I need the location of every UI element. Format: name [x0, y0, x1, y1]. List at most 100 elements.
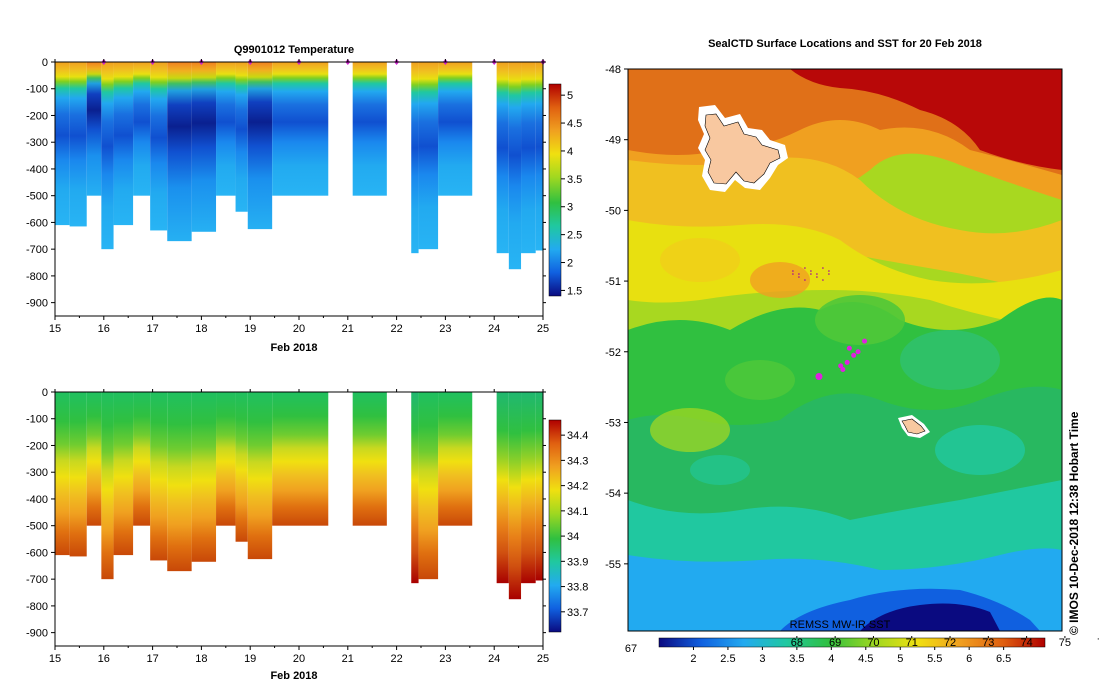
p1-xtick-label-0: 15	[49, 323, 61, 335]
p2-cbtick-label-4: 34.1	[567, 506, 588, 518]
p1-cbtick-label-4: 3.5	[567, 174, 582, 186]
temperature-y-axis: 0 -100 -200 -300 -400 -500 -600 -700 -800 -900	[26, 57, 546, 310]
map-ytick-label-1: -49	[605, 135, 621, 147]
sst-cbtick-f-label-7: 75	[1059, 637, 1071, 649]
p1-profile-6	[150, 62, 168, 231]
seal-track-dot	[798, 273, 800, 275]
sst-cbtick-c-label-0: 2	[690, 653, 696, 665]
sst-cbtick-f-label-8: 76	[1097, 637, 1099, 649]
p1-ytick-label-8: -800	[26, 271, 48, 283]
p2-xtick-label-7: 22	[390, 653, 402, 665]
p1-profile-12	[272, 62, 329, 196]
p2-profile-14	[411, 392, 419, 584]
sst-source-note: REMSS MW-IR SST	[790, 619, 891, 631]
sst-colorbar-ticks: 2 2.5 3 3.5 4 4.5 5 5.5 6 6.5 68 69 70 71 72 73 74 75 76	[690, 636, 1099, 665]
p1-profile-4	[113, 62, 134, 226]
p1-xtick-label-3: 18	[195, 323, 207, 335]
seal-location-2	[844, 359, 850, 365]
p2-xtick-label-3: 18	[195, 653, 207, 665]
salinity-y-axis: 0 -100 -200 -300 -400 -500 -600 -700 -800 -900	[26, 387, 546, 640]
seal-track-dot	[816, 276, 818, 278]
sst-cbtick-f-label-4: 72	[944, 637, 956, 649]
p2-profile-9	[216, 392, 236, 526]
salinity-x-axis: 15 16 17 18 19 20 21 22 23 24 25	[49, 389, 549, 665]
p2-profile-6	[150, 392, 168, 561]
p2-profile-13	[352, 392, 387, 526]
p1-profile-19	[521, 62, 536, 254]
seal-track-dot	[822, 267, 824, 269]
p1-profile-15	[418, 62, 439, 250]
salinity-profiles	[55, 392, 543, 600]
p1-profile-9	[216, 62, 236, 196]
seal-track-dot	[798, 276, 800, 278]
p2-xtick-label-10: 25	[537, 653, 549, 665]
p2-profile-8	[191, 392, 217, 562]
temperature-colorbar-ticks: 1.5 2 2.5 3 3.5 4 4.5 5	[561, 90, 582, 297]
p2-xtick-label-8: 23	[439, 653, 451, 665]
p1-xtick-label-6: 21	[342, 323, 354, 335]
sst-cbtick-f-label-5: 73	[982, 637, 994, 649]
sst-field	[628, 69, 1062, 631]
p2-profile-12	[272, 392, 329, 526]
sst-cbtick-f-label-3: 71	[906, 637, 918, 649]
sst-map-y-axis: -48 -49 -50 -51 -52 -53 -54 -55	[605, 64, 628, 571]
map-ytick-label-3: -51	[605, 276, 621, 288]
p2-ytick-label-5: -500	[26, 521, 48, 533]
p1-profile-16	[438, 62, 473, 196]
p1-profile-20	[535, 62, 543, 251]
sst-cbtick-c-label-5: 4.5	[858, 653, 873, 665]
p1-xtick-label-7: 22	[390, 323, 402, 335]
sst-cbtick-f-label-0: 68	[791, 637, 803, 649]
p1-ytick-label-6: -600	[26, 217, 48, 229]
p2-ytick-label-3: -300	[26, 467, 48, 479]
p1-xtick-label-1: 16	[98, 323, 110, 335]
p1-ytick-label-7: -700	[26, 244, 48, 256]
seal-location-3	[851, 352, 857, 358]
p1-xtick-label-5: 20	[293, 323, 305, 335]
kerguelen-island	[704, 113, 781, 185]
p2-profile-0	[55, 392, 70, 556]
p1-profile-2	[86, 62, 102, 196]
p2-ytick-label-8: -800	[26, 601, 48, 613]
p1-cbtick-label-2: 2.5	[567, 230, 582, 242]
seal-track-dot	[822, 279, 824, 281]
seal-location-7	[862, 338, 868, 344]
seal-location-5	[840, 366, 846, 372]
p1-profile-10	[235, 62, 248, 212]
p1-profile-3	[101, 62, 114, 250]
seal-location-4	[846, 345, 852, 351]
seal-track-dot	[804, 279, 806, 281]
p1-xtick-label-2: 17	[146, 323, 158, 335]
p1-profile-7	[167, 62, 192, 242]
p1-profile-0	[55, 62, 70, 226]
p2-profile-19	[521, 392, 536, 584]
seal-track-dot	[792, 270, 794, 272]
p2-cbtick-label-5: 34.2	[567, 481, 588, 493]
p2-ytick-label-2: -200	[26, 440, 48, 452]
p2-cbtick-label-6: 34.3	[567, 455, 588, 467]
p2-ytick-label-4: -400	[26, 494, 48, 506]
p2-ytick-label-7: -700	[26, 574, 48, 586]
p2-xtick-label-5: 20	[293, 653, 305, 665]
seal-track-dot	[810, 273, 812, 275]
map-ytick-label-0: -48	[605, 64, 621, 76]
p2-profile-16	[438, 392, 473, 526]
p2-ytick-label-0: 0	[42, 387, 48, 399]
p2-profile-20	[535, 392, 543, 581]
p1-ytick-label-3: -300	[26, 137, 48, 149]
p2-xtick-label-2: 17	[146, 653, 158, 665]
salinity-x-label: Feb 2018	[270, 670, 317, 682]
p2-profile-1	[69, 392, 87, 557]
p1-cbtick-label-3: 3	[567, 202, 573, 214]
sst-cbtick-c-label-4: 4	[828, 653, 834, 665]
salinity-colorbar-ticks: 33.7 33.8 33.9 34 34.1 34.2 34.3 34.4	[561, 430, 588, 619]
p1-xtick-label-10: 25	[537, 323, 549, 335]
p1-ytick-label-4: -400	[26, 164, 48, 176]
p2-profile-5	[133, 392, 151, 526]
seal-track-dot	[804, 267, 806, 269]
map-ytick-label-7: -55	[605, 559, 621, 571]
p1-profile-14	[411, 62, 419, 254]
seal-location-0	[815, 373, 823, 381]
sst-map-frame	[627, 68, 1063, 632]
p1-cbtick-label-6: 4.5	[567, 118, 582, 130]
